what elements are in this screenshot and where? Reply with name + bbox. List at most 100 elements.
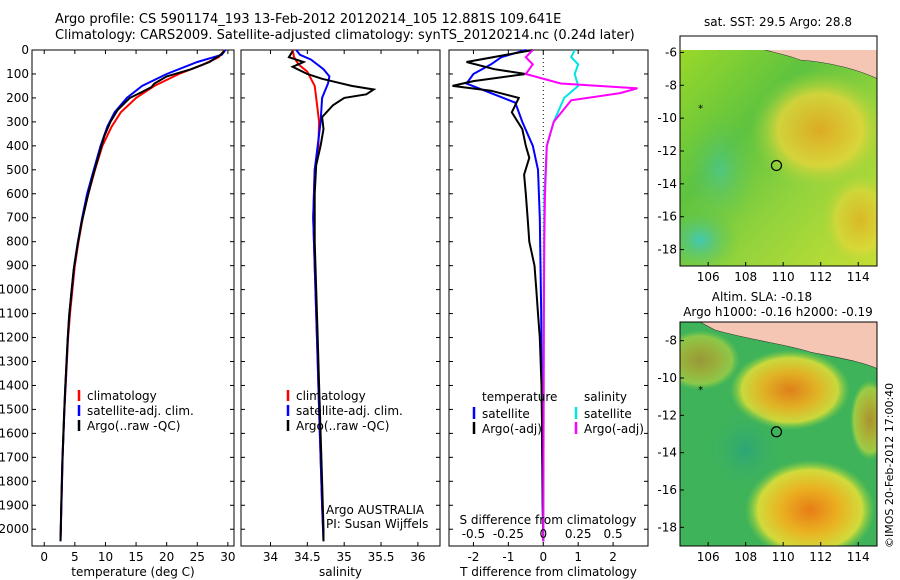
x-tick-label: 0 xyxy=(539,550,547,564)
legend-label: Argo(-adj) xyxy=(584,422,644,436)
legend-label: climatology xyxy=(87,389,157,403)
sst_map-axes: 106 108 110 112 114 -6 -8 -10 -12 -14 -16 -18 * sat. … xyxy=(657,15,878,284)
imos-credit: ©IMOS 20-Feb-2012 17:00:40 xyxy=(883,383,896,548)
y-tick-label: -6 xyxy=(665,45,677,59)
sla-map-title: Altim. SLA: -0.18 xyxy=(712,290,812,304)
legend-label: Argo(-adj) xyxy=(482,422,542,436)
x-tick-label: 106 xyxy=(697,550,720,564)
y-tick-label: 1600 xyxy=(0,426,29,440)
x-tick-label: 110 xyxy=(772,550,795,564)
header-line2: Climatology: CARS2009. Satellite-adjuste… xyxy=(55,28,635,43)
x-tick-label: 112 xyxy=(809,270,832,284)
y-tick-label: 0 xyxy=(21,43,29,57)
x-tick-label: 108 xyxy=(734,550,757,564)
y-tick-label: 1000 xyxy=(0,283,29,297)
legend-label: satellite-adj. clim. xyxy=(296,404,403,418)
y-tick-label: 1300 xyxy=(0,354,29,368)
legend-label: satellite-adj. clim. xyxy=(87,404,194,418)
y-tick-label: 300 xyxy=(6,115,29,129)
temperature-xlabel: temperature (deg C) xyxy=(71,565,194,579)
y-tick-label: 700 xyxy=(6,211,29,225)
x-tick-label: 35 xyxy=(337,550,352,564)
legend-label: Argo(..raw -QC) xyxy=(296,419,389,433)
y-tick-label: -8 xyxy=(665,334,677,348)
s-tick-label: 0.25 xyxy=(565,527,592,541)
y-tick-label: -10 xyxy=(657,111,677,125)
x-tick-label: 2 xyxy=(609,550,617,564)
y-tick-label: 500 xyxy=(6,163,29,177)
argo-position-marker xyxy=(770,426,783,438)
y-tick-label: 1900 xyxy=(0,498,29,512)
x-tick-label: 34 xyxy=(263,550,278,564)
y-tick-label: -16 xyxy=(657,210,677,224)
sla-map-subtitle: Argo h1000: -0.16 h2000: -0.19 xyxy=(683,305,873,319)
s-tick-label: -0.5 xyxy=(462,527,485,541)
y-tick-label: 100 xyxy=(6,67,29,81)
series-line-3 xyxy=(524,49,638,542)
x-tick-label: 15 xyxy=(128,550,143,564)
x-tick-label: 20 xyxy=(159,550,174,564)
java-landmass xyxy=(699,322,877,369)
y-tick-label: -12 xyxy=(657,408,677,422)
series-line-1 xyxy=(452,49,545,542)
salinity-panel: 34 34.5 35 35.5 36 salinity climatologysatelli… xyxy=(240,49,441,579)
island-marker: * xyxy=(698,385,703,396)
platform-annotation: PI: Susan Wijffels xyxy=(326,517,428,531)
x-tick-label: 108 xyxy=(734,270,757,284)
temperature-panel: 0 5 10 15 20 25 300100200300400500600700800900… xyxy=(0,43,236,579)
s-diff-label: S difference from climatology xyxy=(460,513,637,527)
legend-label: climatology xyxy=(296,389,366,403)
y-tick-label: 2000 xyxy=(0,522,29,536)
y-tick-label: 1400 xyxy=(0,378,29,392)
legend-header-temperature: temperature xyxy=(482,390,557,404)
x-tick-label: 110 xyxy=(772,270,795,284)
sst-map-title: sat. SST: 29.5 Argo: 28.8 xyxy=(704,15,852,29)
difference-xlabel: T difference from climatology xyxy=(459,565,637,579)
x-tick-label: 30 xyxy=(220,550,235,564)
y-tick-label: 1500 xyxy=(0,402,29,416)
x-tick-label: -2 xyxy=(467,550,479,564)
legend-header-salinity: salinity xyxy=(584,390,627,404)
y-tick-label: -10 xyxy=(657,371,677,385)
x-tick-label: -1 xyxy=(502,550,514,564)
figure-header: Argo profile: CS 5901174_193 13-Feb-2012… xyxy=(55,12,635,44)
x-tick-label: 114 xyxy=(847,550,870,564)
y-tick-label: 800 xyxy=(6,235,29,249)
argo-position-marker xyxy=(770,159,783,172)
sla_map-frame xyxy=(679,321,878,547)
y-tick-label: 1200 xyxy=(0,331,29,345)
y-tick-label: 1100 xyxy=(0,307,29,321)
salinity-axes-box xyxy=(240,49,441,547)
y-tick-label: -12 xyxy=(657,144,677,158)
x-tick-label: 1 xyxy=(574,550,582,564)
y-tick-label: -8 xyxy=(665,78,677,92)
x-tick-label: 36 xyxy=(410,550,425,564)
sst-map-field xyxy=(680,50,877,266)
sla-map-field xyxy=(680,322,877,546)
island-marker: * xyxy=(698,104,703,115)
x-tick-label: 25 xyxy=(190,550,205,564)
s-tick-label: 0 xyxy=(539,527,547,541)
y-tick-label: 200 xyxy=(6,91,29,105)
y-tick-label: 1800 xyxy=(0,474,29,488)
x-tick-label: 0 xyxy=(40,550,48,564)
series-line-2 xyxy=(59,50,225,542)
x-tick-label: 35.5 xyxy=(368,550,395,564)
difference-axes-box xyxy=(448,49,649,547)
y-tick-label: 600 xyxy=(6,187,29,201)
x-tick-label: 5 xyxy=(71,550,79,564)
y-tick-label: 900 xyxy=(6,259,29,273)
s-tick-label: 0.5 xyxy=(604,527,623,541)
y-tick-label: -14 xyxy=(657,446,677,460)
y-tick-label: 1700 xyxy=(0,450,29,464)
s-tick-label: -0.25 xyxy=(493,527,524,541)
series-line-2 xyxy=(287,50,377,542)
salinity-xlabel: salinity xyxy=(319,565,362,579)
x-tick-label: 106 xyxy=(697,270,720,284)
y-tick-label: 400 xyxy=(6,139,29,153)
x-tick-label: 112 xyxy=(809,550,832,564)
y-tick-label: -18 xyxy=(657,243,677,257)
y-tick-label: -18 xyxy=(657,520,677,534)
legend-label: satellite xyxy=(584,407,632,421)
